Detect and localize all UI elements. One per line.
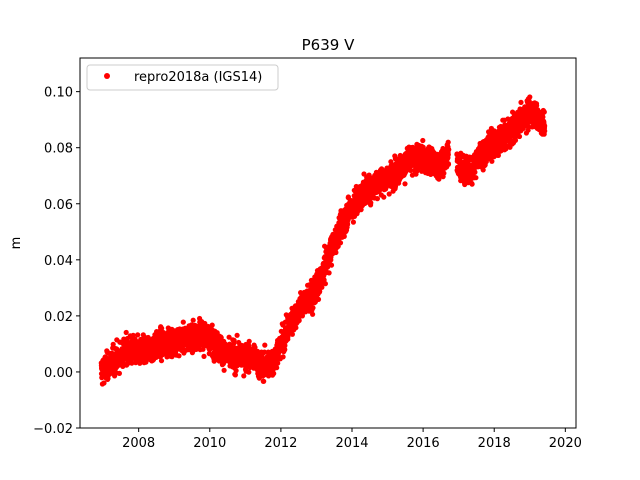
legend-label: repro2018a (IGS14)	[134, 70, 262, 85]
data-point	[289, 331, 295, 337]
y-tick-label: 0.02	[44, 310, 73, 325]
legend-marker	[104, 73, 110, 79]
data-point	[489, 158, 495, 164]
data-point	[231, 337, 237, 343]
data-point	[345, 221, 351, 227]
y-axis: −0.02 0.00 0.02 0.04 0.06 0.08 0.10	[33, 86, 80, 437]
data-point	[158, 358, 165, 364]
data-point	[234, 332, 240, 338]
x-tick-label: 2012	[264, 436, 297, 451]
data-point	[445, 139, 451, 145]
y-tick-label: 0.04	[44, 254, 73, 269]
x-tick-label: 2014	[335, 436, 368, 451]
data-point	[445, 152, 451, 158]
y-tick-label: 0.08	[44, 142, 73, 157]
data-point	[129, 360, 135, 366]
data-point	[374, 196, 380, 202]
data-point	[527, 94, 533, 100]
data-point	[180, 319, 186, 325]
data-point	[271, 370, 277, 377]
data-point	[368, 200, 374, 206]
x-tick-label: 2010	[193, 436, 226, 451]
data-point	[209, 322, 215, 328]
y-tick-label: 0.10	[44, 86, 73, 101]
data-point	[159, 325, 165, 331]
data-point	[221, 367, 227, 373]
data-point	[446, 147, 452, 153]
data-point	[233, 368, 239, 374]
data-point	[116, 370, 122, 376]
chart-title: P639 V	[302, 36, 355, 54]
data-point	[296, 317, 302, 324]
data-point	[420, 137, 426, 144]
data-point	[473, 175, 479, 181]
scatter-points	[98, 94, 548, 387]
data-point	[246, 369, 252, 375]
data-point	[280, 354, 286, 360]
data-point	[123, 329, 129, 336]
data-point	[516, 133, 523, 140]
x-tick-label: 2016	[407, 436, 440, 451]
data-point	[542, 128, 548, 134]
data-point	[176, 353, 182, 359]
legend: repro2018a (IGS14)	[86, 64, 279, 91]
data-point	[445, 161, 452, 167]
data-point	[350, 219, 356, 225]
data-point	[135, 332, 141, 338]
data-point	[246, 338, 252, 344]
data-point	[241, 373, 247, 379]
x-tick-label: 2018	[478, 436, 511, 451]
data-point	[190, 317, 196, 323]
x-axis: 2008 2010 2012 2014 2016 2018 2020	[122, 428, 582, 451]
x-tick-label: 2008	[122, 436, 155, 451]
data-point	[310, 311, 316, 317]
data-point	[328, 262, 335, 268]
data-point	[105, 375, 111, 382]
y-tick-label: 0.00	[44, 366, 73, 381]
data-point	[337, 240, 344, 246]
data-point	[518, 99, 524, 105]
data-point	[274, 365, 280, 371]
data-point	[262, 342, 268, 348]
data-point	[472, 169, 478, 175]
y-tick-label: −0.02	[33, 422, 73, 437]
data-point	[101, 380, 107, 386]
data-point	[201, 353, 207, 359]
data-point	[261, 378, 267, 384]
data-point	[541, 109, 547, 115]
data-point	[441, 170, 447, 176]
data-point	[542, 123, 548, 129]
data-point	[341, 233, 347, 239]
data-point	[322, 281, 328, 287]
data-point	[275, 360, 281, 366]
data-point	[469, 181, 475, 187]
data-point	[326, 270, 332, 276]
data-point	[310, 305, 316, 311]
y-tick-label: 0.06	[44, 198, 73, 213]
data-point	[381, 194, 387, 200]
data-point	[315, 296, 322, 302]
x-tick-label: 2020	[549, 436, 582, 451]
y-axis-label: m	[9, 237, 24, 250]
data-point	[402, 181, 408, 187]
